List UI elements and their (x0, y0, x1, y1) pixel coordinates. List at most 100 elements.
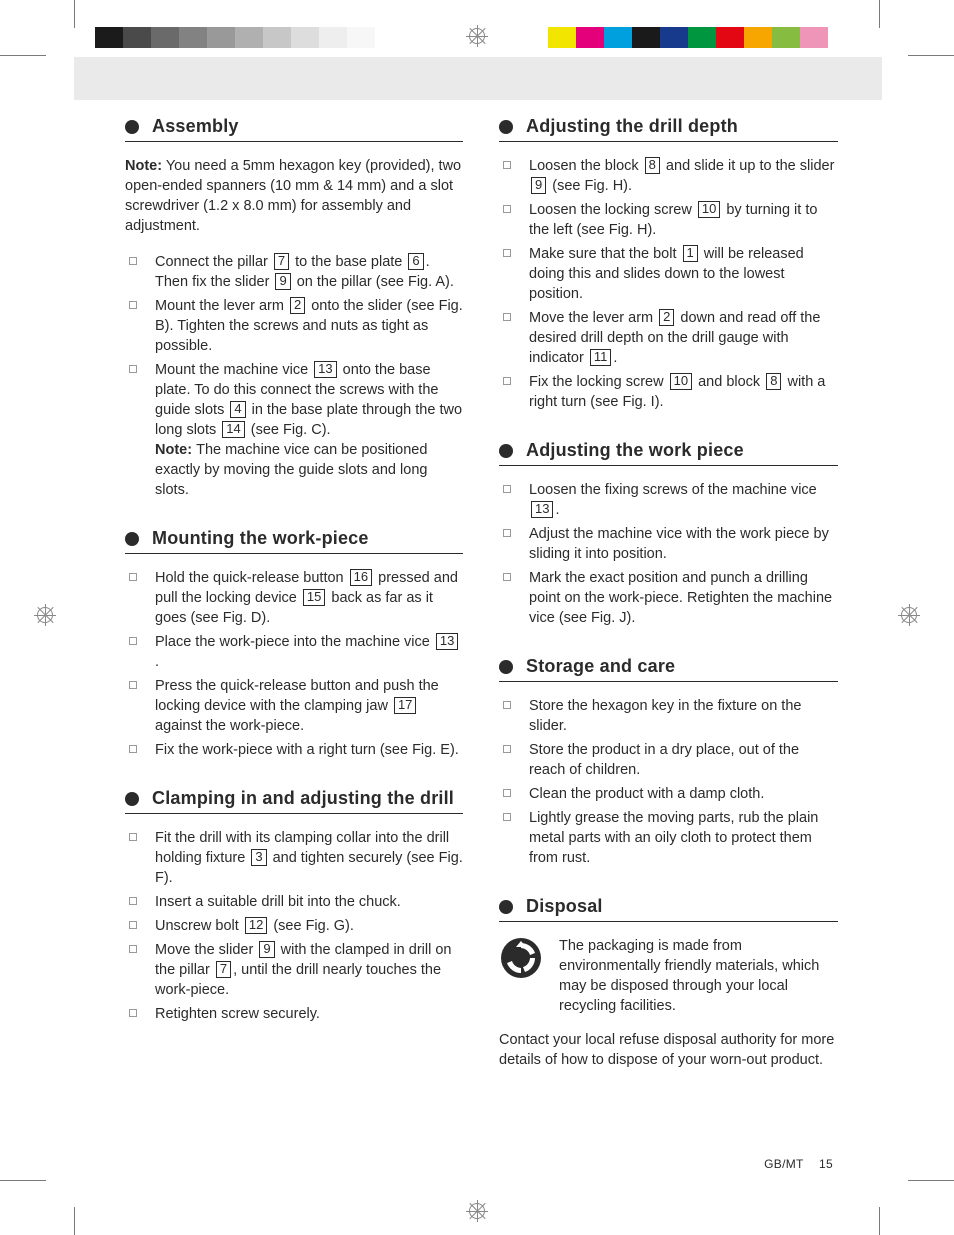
item-text: Retighten screw securely. (155, 1004, 463, 1024)
square-bullet-icon (129, 257, 137, 265)
clamping-list: Fit the drill with its clamping collar i… (125, 828, 463, 1024)
swatch (207, 27, 235, 48)
item-text: Place the work-piece into the machine vi… (155, 632, 463, 672)
list-item: Place the work-piece into the machine vi… (125, 632, 463, 672)
swatch (688, 27, 716, 48)
square-bullet-icon (503, 313, 511, 321)
square-bullet-icon (129, 301, 137, 309)
intro-text: You need a 5mm hexagon key (provided), t… (125, 158, 461, 234)
left-column: Assembly Note: You need a 5mm hexagon ke… (125, 116, 463, 1098)
footer-region: GB/MT (764, 1157, 803, 1171)
section-head: Disposal (499, 896, 838, 922)
page-footer: GB/MT 15 (764, 1157, 833, 1171)
bullet-icon (499, 444, 513, 458)
section-title: Adjusting the drill depth (526, 116, 738, 137)
reference-number: 12 (245, 917, 267, 934)
list-item: Mount the lever arm 2 onto the slider (s… (125, 296, 463, 356)
item-text: Lightly grease the moving parts, rub the… (529, 808, 838, 868)
reference-number: 2 (290, 297, 305, 314)
square-bullet-icon (129, 573, 137, 581)
registration-mark-left (34, 604, 56, 626)
reference-number: 9 (275, 273, 290, 290)
list-item: Hold the quick-release button 16 pressed… (125, 568, 463, 628)
list-item: Loosen the locking screw 10 by turning i… (499, 200, 838, 240)
square-bullet-icon (129, 681, 137, 689)
right-column: Adjusting the drill depth Loosen the blo… (499, 116, 838, 1098)
square-bullet-icon (129, 945, 137, 953)
square-bullet-icon (503, 573, 511, 581)
item-text: Connect the pillar 7 to the base plate 6… (155, 252, 463, 292)
item-text: Move the lever arm 2 down and read off t… (529, 308, 838, 368)
square-bullet-icon (503, 377, 511, 385)
swatch (263, 27, 291, 48)
square-bullet-icon (503, 205, 511, 213)
list-item: Insert a suitable drill bit into the chu… (125, 892, 463, 912)
section-clamping: Clamping in and adjusting the drill Fit … (125, 788, 463, 1024)
section-storage: Storage and care Store the hexagon key i… (499, 656, 838, 868)
list-item: Adjust the machine vice with the work pi… (499, 524, 838, 564)
reference-number: 8 (766, 373, 781, 390)
bullet-icon (499, 120, 513, 134)
square-bullet-icon (129, 921, 137, 929)
item-text: Mount the machine vice 13 onto the base … (155, 360, 463, 500)
swatch (772, 27, 800, 48)
disposal-follow: Contact your local refuse disposal autho… (499, 1030, 838, 1070)
reference-number: 13 (436, 633, 458, 650)
section-title: Storage and care (526, 656, 675, 677)
section-workpiece: Adjusting the work piece Loosen the fixi… (499, 440, 838, 628)
item-text: Clean the product with a damp cloth. (529, 784, 838, 804)
section-title: Assembly (152, 116, 239, 137)
reference-number: 2 (659, 309, 674, 326)
swatch (291, 27, 319, 48)
item-text: Fit the drill with its clamping collar i… (155, 828, 463, 888)
list-item: Move the lever arm 2 down and read off t… (499, 308, 838, 368)
list-item: Connect the pillar 7 to the base plate 6… (125, 252, 463, 292)
item-text: Hold the quick-release button 16 pressed… (155, 568, 463, 628)
reference-number: 13 (531, 501, 553, 518)
assembly-list: Connect the pillar 7 to the base plate 6… (125, 252, 463, 500)
reference-number: 3 (251, 849, 266, 866)
list-item: Mount the machine vice 13 onto the base … (125, 360, 463, 500)
reference-number: 4 (230, 401, 245, 418)
item-text: Store the product in a dry place, out of… (529, 740, 838, 780)
list-item: Retighten screw securely. (125, 1004, 463, 1024)
list-item: Press the quick-release button and push … (125, 676, 463, 736)
disposal-row: The packaging is made from environmental… (499, 936, 838, 1016)
recycle-icon (499, 936, 543, 980)
item-text: Fix the work-piece with a right turn (se… (155, 740, 463, 760)
registration-mark-top (466, 25, 488, 47)
item-text: Loosen the fixing screws of the machine … (529, 480, 838, 520)
bullet-icon (499, 900, 513, 914)
reference-number: 16 (350, 569, 372, 586)
swatch (716, 27, 744, 48)
section-head: Clamping in and adjusting the drill (125, 788, 463, 814)
item-text: Insert a suitable drill bit into the chu… (155, 892, 463, 912)
square-bullet-icon (503, 789, 511, 797)
section-head: Storage and care (499, 656, 838, 682)
disposal-text: The packaging is made from environmental… (559, 936, 838, 1016)
list-item: Fit the drill with its clamping collar i… (125, 828, 463, 888)
section-disposal: Disposal The packaging is made from envi… (499, 896, 838, 1070)
swatch (347, 27, 375, 48)
section-head: Mounting the work-piece (125, 528, 463, 554)
section-title: Mounting the work-piece (152, 528, 369, 549)
reference-number: 10 (698, 201, 720, 218)
item-text: Mount the lever arm 2 onto the slider (s… (155, 296, 463, 356)
square-bullet-icon (503, 249, 511, 257)
square-bullet-icon (129, 637, 137, 645)
bullet-icon (125, 532, 139, 546)
bullet-icon (125, 792, 139, 806)
section-title: Disposal (526, 896, 603, 917)
swatch (660, 27, 688, 48)
swatch (151, 27, 179, 48)
item-text: Make sure that the bolt 1 will be releas… (529, 244, 838, 304)
square-bullet-icon (503, 745, 511, 753)
storage-list: Store the hexagon key in the fixture on … (499, 696, 838, 868)
section-head: Assembly (125, 116, 463, 142)
section-depth: Adjusting the drill depth Loosen the blo… (499, 116, 838, 412)
colorbar-gray (95, 27, 375, 48)
reference-number: 17 (394, 697, 416, 714)
note-label: Note: (155, 442, 196, 458)
list-item: Loosen the fixing screws of the machine … (499, 480, 838, 520)
square-bullet-icon (503, 701, 511, 709)
